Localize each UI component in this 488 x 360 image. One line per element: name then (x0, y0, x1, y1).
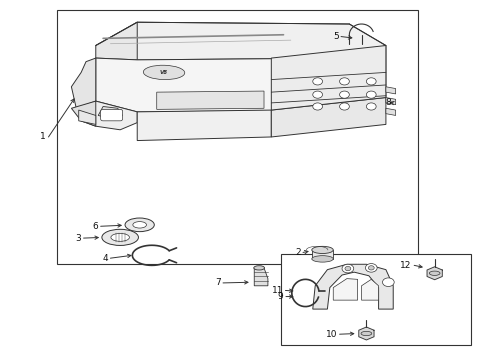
Text: V8: V8 (160, 70, 168, 75)
Polygon shape (385, 108, 395, 116)
Polygon shape (96, 22, 385, 60)
Circle shape (365, 264, 376, 272)
Text: 7: 7 (214, 278, 220, 287)
Bar (281, 253, 470, 345)
Text: 5: 5 (332, 32, 338, 41)
Polygon shape (96, 45, 385, 112)
Polygon shape (271, 45, 385, 110)
Circle shape (339, 103, 348, 110)
Polygon shape (157, 91, 264, 109)
Polygon shape (271, 98, 385, 137)
Polygon shape (71, 58, 96, 108)
Text: 6: 6 (92, 222, 98, 231)
Text: 12: 12 (400, 261, 411, 270)
Text: 3: 3 (75, 234, 81, 243)
Text: 11: 11 (271, 286, 283, 295)
Ellipse shape (360, 331, 371, 336)
Circle shape (366, 103, 375, 110)
Polygon shape (71, 101, 96, 126)
Ellipse shape (428, 271, 439, 275)
Polygon shape (385, 87, 395, 94)
Ellipse shape (133, 222, 146, 228)
Ellipse shape (111, 233, 129, 241)
Polygon shape (98, 107, 122, 120)
Polygon shape (79, 110, 96, 125)
Ellipse shape (102, 229, 138, 246)
Circle shape (312, 78, 322, 85)
Circle shape (339, 78, 348, 85)
Polygon shape (81, 101, 137, 130)
Polygon shape (137, 110, 271, 140)
FancyBboxPatch shape (101, 109, 122, 121)
Ellipse shape (253, 266, 264, 270)
Circle shape (341, 264, 353, 273)
Polygon shape (254, 268, 267, 286)
Text: 8: 8 (384, 98, 390, 107)
Bar (57, 10, 417, 264)
Polygon shape (358, 327, 373, 340)
Polygon shape (312, 264, 392, 309)
Text: 4: 4 (102, 254, 108, 263)
Ellipse shape (311, 256, 332, 262)
Polygon shape (311, 250, 332, 259)
Circle shape (312, 103, 322, 110)
Ellipse shape (311, 246, 332, 253)
Circle shape (366, 78, 375, 85)
Polygon shape (426, 267, 441, 280)
Polygon shape (385, 98, 395, 105)
Circle shape (382, 278, 393, 287)
Circle shape (366, 91, 375, 98)
Ellipse shape (125, 218, 154, 231)
Polygon shape (361, 279, 378, 300)
Text: 10: 10 (325, 330, 336, 339)
Text: 2: 2 (294, 248, 300, 257)
Circle shape (344, 266, 350, 271)
Polygon shape (96, 22, 137, 60)
Circle shape (367, 266, 373, 270)
Text: 9: 9 (277, 292, 283, 301)
Circle shape (312, 91, 322, 98)
Circle shape (339, 91, 348, 98)
Text: 1: 1 (40, 132, 46, 141)
Polygon shape (332, 279, 357, 300)
Ellipse shape (143, 65, 184, 80)
